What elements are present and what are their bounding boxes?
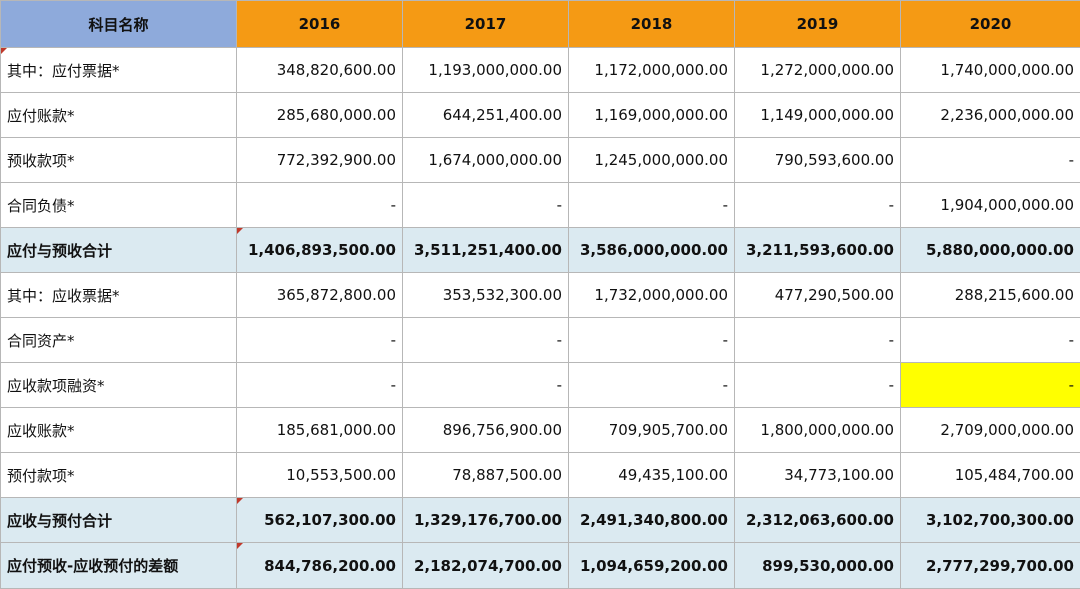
table-cell[interactable]: 2,182,074,700.00 bbox=[402, 542, 569, 589]
table-cell[interactable]: 2,236,000,000.00 bbox=[900, 92, 1080, 138]
header-year-2020[interactable]: 2020 bbox=[900, 0, 1080, 48]
row-label[interactable]: 其中：应付票据* bbox=[0, 47, 237, 93]
row-label[interactable]: 应付与预收合计 bbox=[0, 227, 237, 273]
table-cell[interactable]: 1,800,000,000.00 bbox=[734, 407, 901, 453]
table-cell[interactable]: 288,215,600.00 bbox=[900, 272, 1080, 318]
table-cell[interactable]: 899,530,000.00 bbox=[734, 542, 901, 589]
row-label[interactable]: 应收款项融资* bbox=[0, 362, 237, 408]
header-name-cell[interactable]: 科目名称 bbox=[0, 0, 237, 48]
table-cell[interactable]: 34,773,100.00 bbox=[734, 452, 901, 498]
table-row: 预收款项* 772,392,900.00 1,674,000,000.00 1,… bbox=[0, 137, 1080, 183]
row-label[interactable]: 应收与预付合计 bbox=[0, 497, 237, 543]
table-cell[interactable]: 1,272,000,000.00 bbox=[734, 47, 901, 93]
table-cell[interactable]: - bbox=[734, 182, 901, 228]
table-cell[interactable]: 105,484,700.00 bbox=[900, 452, 1080, 498]
difference-row: 应付预收-应收预付的差额 844,786,200.00 2,182,074,70… bbox=[0, 542, 1080, 589]
table-cell[interactable]: 5,880,000,000.00 bbox=[900, 227, 1080, 273]
header-year-2019[interactable]: 2019 bbox=[734, 0, 901, 48]
table-cell[interactable]: 1,193,000,000.00 bbox=[402, 47, 569, 93]
table-cell[interactable]: 285,680,000.00 bbox=[236, 92, 403, 138]
row-label[interactable]: 应付账款* bbox=[0, 92, 237, 138]
header-year-2016[interactable]: 2016 bbox=[236, 0, 403, 48]
row-label[interactable]: 合同负债* bbox=[0, 182, 237, 228]
table-cell[interactable]: 10,553,500.00 bbox=[236, 452, 403, 498]
table-row: 应付账款* 285,680,000.00 644,251,400.00 1,16… bbox=[0, 92, 1080, 138]
table-cell[interactable]: 3,102,700,300.00 bbox=[900, 497, 1080, 543]
table-cell[interactable]: 185,681,000.00 bbox=[236, 407, 403, 453]
table-cell[interactable]: 2,491,340,800.00 bbox=[568, 497, 735, 543]
row-label[interactable]: 应收账款* bbox=[0, 407, 237, 453]
row-label[interactable]: 合同资产* bbox=[0, 317, 237, 363]
table-cell[interactable]: 365,872,800.00 bbox=[236, 272, 403, 318]
table-cell[interactable]: - bbox=[568, 362, 735, 408]
table-cell[interactable]: 3,211,593,600.00 bbox=[734, 227, 901, 273]
table-cell[interactable]: 78,887,500.00 bbox=[402, 452, 569, 498]
table-cell[interactable]: 477,290,500.00 bbox=[734, 272, 901, 318]
row-label[interactable]: 预付款项* bbox=[0, 452, 237, 498]
table-cell[interactable]: 1,245,000,000.00 bbox=[568, 137, 735, 183]
table-cell[interactable]: - bbox=[900, 137, 1080, 183]
table-cell[interactable]: 1,172,000,000.00 bbox=[568, 47, 735, 93]
table-cell[interactable]: 709,905,700.00 bbox=[568, 407, 735, 453]
total-row: 应收与预付合计 562,107,300.00 1,329,176,700.00 … bbox=[0, 497, 1080, 543]
table-cell[interactable]: 3,511,251,400.00 bbox=[402, 227, 569, 273]
table-cell[interactable]: 49,435,100.00 bbox=[568, 452, 735, 498]
table-cell[interactable]: 772,392,900.00 bbox=[236, 137, 403, 183]
header-row: 科目名称 2016 2017 2018 2019 2020 bbox=[0, 0, 1080, 48]
table-row: 应收账款* 185,681,000.00 896,756,900.00 709,… bbox=[0, 407, 1080, 453]
row-label[interactable]: 预收款项* bbox=[0, 137, 237, 183]
table-cell[interactable]: 2,777,299,700.00 bbox=[900, 542, 1080, 589]
table-cell[interactable]: 1,094,659,200.00 bbox=[568, 542, 735, 589]
header-year-2018[interactable]: 2018 bbox=[568, 0, 735, 48]
table-row: 其中：应收票据* 365,872,800.00 353,532,300.00 1… bbox=[0, 272, 1080, 318]
table-cell[interactable]: 1,406,893,500.00 bbox=[236, 227, 403, 273]
table-cell[interactable]: 844,786,200.00 bbox=[236, 542, 403, 589]
table-row: 合同资产* - - - - - bbox=[0, 317, 1080, 363]
table-cell[interactable]: 1,169,000,000.00 bbox=[568, 92, 735, 138]
table-cell[interactable]: - bbox=[402, 317, 569, 363]
table-cell[interactable]: 1,674,000,000.00 bbox=[402, 137, 569, 183]
row-label[interactable]: 其中：应收票据* bbox=[0, 272, 237, 318]
total-row: 应付与预收合计 1,406,893,500.00 3,511,251,400.0… bbox=[0, 227, 1080, 273]
table-cell[interactable]: 2,709,000,000.00 bbox=[900, 407, 1080, 453]
table-cell[interactable]: - bbox=[734, 317, 901, 363]
table-cell[interactable]: - bbox=[568, 317, 735, 363]
table-cell[interactable]: 1,732,000,000.00 bbox=[568, 272, 735, 318]
table-cell[interactable]: - bbox=[236, 182, 403, 228]
table-cell[interactable]: 1,904,000,000.00 bbox=[900, 182, 1080, 228]
table-cell[interactable]: - bbox=[236, 362, 403, 408]
table-cell[interactable]: 348,820,600.00 bbox=[236, 47, 403, 93]
table-cell[interactable]: - bbox=[402, 362, 569, 408]
table-row: 预付款项* 10,553,500.00 78,887,500.00 49,435… bbox=[0, 452, 1080, 498]
table-cell[interactable]: - bbox=[734, 362, 901, 408]
table-cell[interactable]: - bbox=[402, 182, 569, 228]
table-cell[interactable]: 1,149,000,000.00 bbox=[734, 92, 901, 138]
table-cell[interactable]: - bbox=[568, 182, 735, 228]
table-cell[interactable]: - bbox=[900, 317, 1080, 363]
table-cell[interactable]: 1,329,176,700.00 bbox=[402, 497, 569, 543]
table-cell[interactable]: 3,586,000,000.00 bbox=[568, 227, 735, 273]
table-cell[interactable]: 790,593,600.00 bbox=[734, 137, 901, 183]
table-cell[interactable]: 644,251,400.00 bbox=[402, 92, 569, 138]
row-label[interactable]: 应付预收-应收预付的差额 bbox=[0, 542, 237, 589]
table-cell[interactable]: 562,107,300.00 bbox=[236, 497, 403, 543]
table-cell[interactable]: 1,740,000,000.00 bbox=[900, 47, 1080, 93]
highlighted-cell[interactable]: - bbox=[900, 362, 1080, 408]
table-cell[interactable]: 896,756,900.00 bbox=[402, 407, 569, 453]
table-cell[interactable]: - bbox=[236, 317, 403, 363]
table-cell[interactable]: 2,312,063,600.00 bbox=[734, 497, 901, 543]
table-row: 其中：应付票据* 348,820,600.00 1,193,000,000.00… bbox=[0, 47, 1080, 93]
table-cell[interactable]: 353,532,300.00 bbox=[402, 272, 569, 318]
table-row: 合同负债* - - - - 1,904,000,000.00 bbox=[0, 182, 1080, 228]
header-year-2017[interactable]: 2017 bbox=[402, 0, 569, 48]
table-row: 应收款项融资* - - - - - bbox=[0, 362, 1080, 408]
